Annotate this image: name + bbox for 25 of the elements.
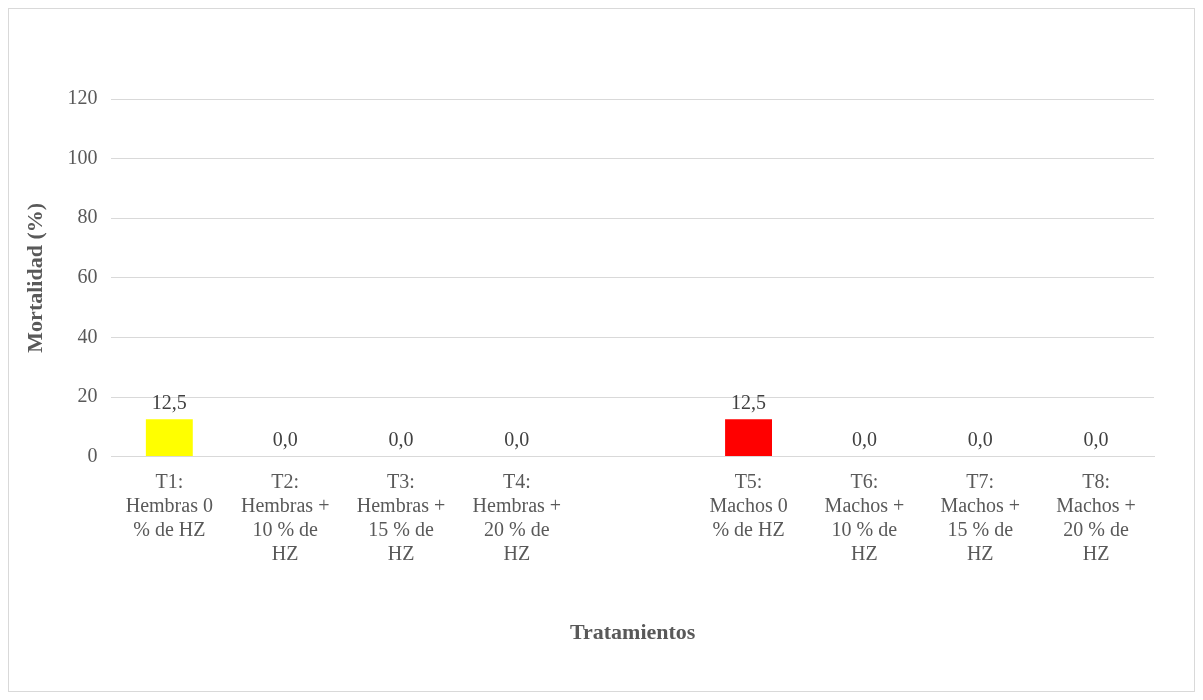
x-tick-label: T8: Machos + 20 % de HZ — [1056, 469, 1136, 564]
x-tick-label: T7: Machos + 15 % de HZ — [940, 469, 1021, 564]
x-tick-label: T6: Machos + 10 % de HZ — [824, 469, 905, 564]
y-tick-label: 100 — [67, 145, 98, 168]
x-axis-title: Tratamientos — [569, 619, 696, 645]
y-axis-title: Mortalidad (%) — [21, 202, 47, 353]
y-tick-label: 120 — [67, 86, 98, 109]
x-tick-label: T5: Machos 0 % de HZ — [709, 469, 788, 540]
data-label: 0,0 — [967, 427, 993, 450]
data-label: 0,0 — [272, 427, 298, 450]
y-tick-label: 0 — [87, 443, 98, 466]
y-tick-label: 80 — [77, 205, 98, 228]
data-label: 0,0 — [388, 427, 414, 450]
y-tick-label: 40 — [77, 324, 98, 347]
x-tick-label: T3: Hembras + 15 % de HZ — [356, 469, 446, 564]
y-tick-label: 20 — [77, 384, 98, 407]
data-label: 0,0 — [504, 427, 530, 450]
data-label: 0,0 — [851, 427, 877, 450]
x-tick-label: T2: Hembras + 10 % de HZ — [240, 469, 330, 564]
data-label: 12,5 — [731, 390, 767, 413]
x-tick-label: T1: Hembras 0 % de HZ — [125, 469, 213, 540]
data-label: 0,0 — [1083, 427, 1109, 450]
x-tick-label: T4: Hembras + 20 % de HZ — [472, 469, 562, 564]
data-label: 12,5 — [151, 390, 187, 413]
y-tick-label: 60 — [77, 265, 98, 288]
